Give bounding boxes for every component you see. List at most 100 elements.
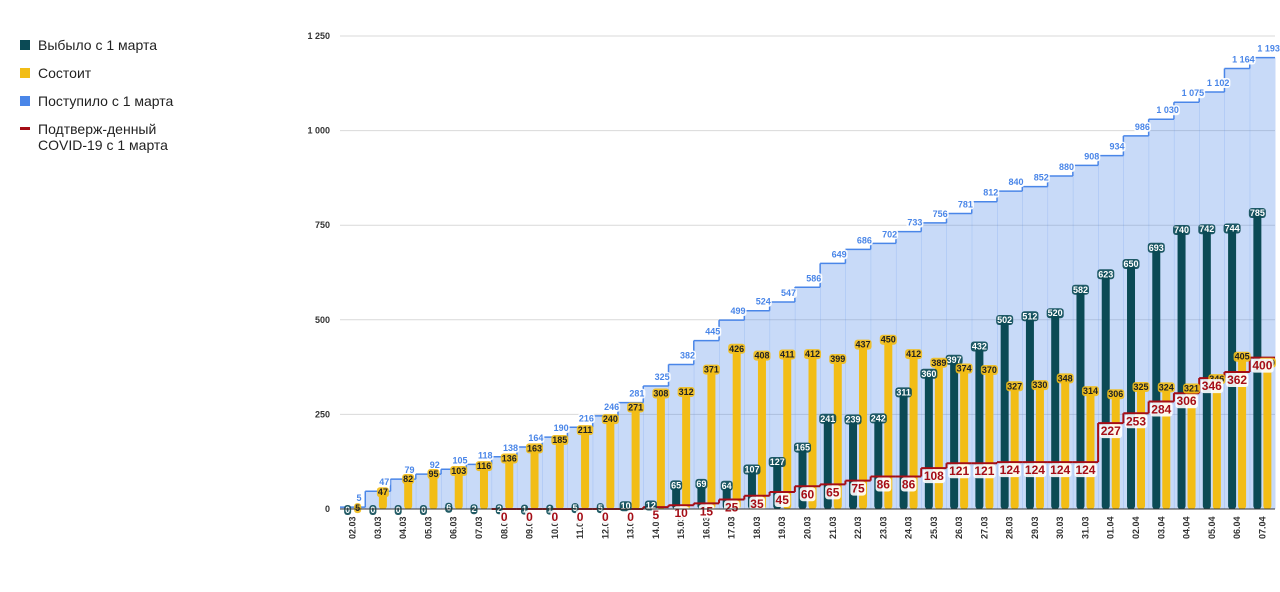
x-tick-label: 29.03 (1030, 516, 1040, 539)
data-label: 306 (1108, 389, 1123, 399)
data-label: 450 (881, 335, 896, 345)
data-label: 0 (396, 505, 401, 515)
x-tick-label: 30.03 (1055, 516, 1065, 539)
data-label: 47 (378, 487, 388, 497)
data-label: 360 (921, 369, 936, 379)
data-label: 65 (826, 485, 840, 499)
bar (1036, 384, 1044, 509)
bar (1086, 390, 1094, 509)
bar (632, 406, 640, 509)
bar (1112, 393, 1120, 509)
data-label: 121 (949, 464, 969, 478)
data-label: 312 (679, 387, 694, 397)
data-label: 86 (902, 477, 916, 491)
data-label: 325 (1133, 382, 1148, 392)
y-tick-label: 500 (315, 315, 330, 325)
data-label: 116 (477, 461, 492, 471)
data-label: 165 (795, 443, 810, 453)
data-label: 211 (578, 425, 593, 435)
area-step (517, 447, 543, 509)
y-tick-label: 750 (315, 220, 330, 230)
data-label: 281 (629, 389, 644, 399)
data-label: 1 193 (1257, 44, 1280, 54)
data-label: 324 (1159, 382, 1174, 392)
data-label: 107 (744, 465, 759, 475)
data-label: 10 (674, 506, 688, 520)
data-label: 852 (1034, 173, 1049, 183)
data-label: 733 (907, 218, 922, 228)
x-tick-label: 07.03 (474, 516, 484, 539)
data-label: 0 (551, 510, 558, 524)
data-label: 1 075 (1182, 88, 1205, 98)
x-tick-label: 06.03 (449, 516, 459, 539)
data-label: 623 (1098, 269, 1113, 279)
bar (985, 369, 993, 509)
x-tick-label: 03.04 (1156, 516, 1166, 539)
x-tick-label: 04.04 (1182, 516, 1192, 539)
bar (1263, 362, 1271, 509)
area-step (618, 403, 644, 509)
x-tick-label: 05.04 (1207, 516, 1217, 539)
x-tick-label: 25.03 (929, 516, 939, 539)
bar (733, 348, 741, 509)
data-label: 306 (1177, 394, 1197, 408)
x-tick-label: 02.03 (348, 516, 358, 539)
area-step (567, 427, 593, 509)
data-label: 908 (1084, 151, 1099, 161)
data-label: 47 (379, 477, 389, 487)
bar (606, 418, 614, 509)
x-tick-label: 22.03 (853, 516, 863, 539)
data-label: 586 (806, 273, 821, 283)
data-label: 240 (603, 414, 618, 424)
bar (480, 465, 488, 509)
x-tick-label: 18.03 (752, 516, 762, 539)
bar (1137, 386, 1145, 509)
data-label: 840 (1008, 177, 1023, 187)
legend-line: Подтверж-денный (38, 121, 156, 137)
bar (1213, 378, 1221, 509)
x-tick-label: 27.03 (979, 516, 989, 539)
data-label: 185 (552, 435, 567, 445)
data-label: 242 (871, 413, 886, 423)
data-label: 426 (729, 344, 744, 354)
data-label: 374 (957, 363, 972, 373)
legend-swatch (20, 127, 30, 130)
legend-swatch (20, 96, 30, 106)
data-label: 412 (906, 349, 921, 359)
bar (505, 458, 513, 509)
data-label: 880 (1059, 162, 1074, 172)
x-tick-label: 01.04 (1106, 516, 1116, 539)
data-label: 389 (931, 358, 946, 368)
data-label: 124 (1050, 463, 1070, 477)
x-tick-label: 23.03 (878, 516, 888, 539)
y-tick-label: 0 (325, 504, 330, 514)
x-tick-label: 19.03 (777, 516, 787, 539)
bar (1011, 385, 1019, 509)
bar (556, 439, 564, 509)
data-label: 108 (924, 469, 944, 483)
bar (925, 373, 933, 509)
data-label: 325 (655, 372, 670, 382)
data-label: 432 (972, 342, 987, 352)
data-label: 95 (428, 469, 438, 479)
bar (682, 391, 690, 509)
x-tick-label: 28.03 (1005, 516, 1015, 539)
data-label: 1 164 (1232, 55, 1255, 65)
data-label: 437 (856, 340, 871, 350)
legend-label: Поступило с 1 марта (38, 93, 174, 109)
area-step (643, 386, 669, 509)
data-label: 241 (820, 414, 835, 424)
bar (707, 369, 715, 509)
bar (960, 367, 968, 509)
bar (1051, 312, 1059, 509)
data-label: 582 (1073, 285, 1088, 295)
data-label: 308 (653, 388, 668, 398)
data-label: 348 (1058, 373, 1073, 383)
data-label: 127 (770, 457, 785, 467)
data-label: 271 (628, 402, 643, 412)
data-label: 649 (832, 249, 847, 259)
data-label: 744 (1225, 223, 1240, 233)
data-label: 693 (1149, 243, 1164, 253)
data-label: 400 (1252, 359, 1272, 373)
